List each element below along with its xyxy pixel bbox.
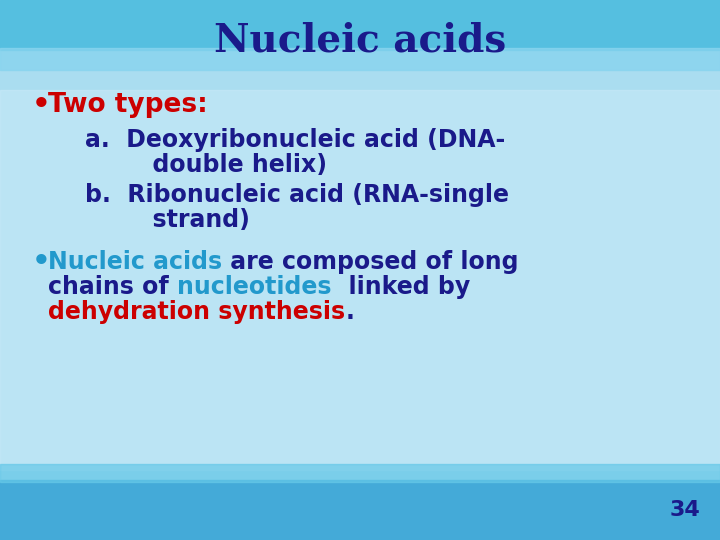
Bar: [0, 0, 720, 50]
Text: double helix): double helix): [103, 153, 327, 177]
Text: a.  Deoxyribonucleic acid (DNA-: a. Deoxyribonucleic acid (DNA-: [85, 128, 505, 152]
Text: Two types:: Two types:: [48, 92, 208, 118]
Text: nucleotides: nucleotides: [177, 275, 331, 299]
Text: .: .: [345, 300, 354, 324]
Bar: [0, 464, 720, 482]
Text: are composed of long: are composed of long: [222, 250, 518, 274]
Bar: [0, 48, 720, 70]
Bar: [0, 90, 720, 470]
Text: chains of: chains of: [48, 275, 177, 299]
Text: linked by: linked by: [331, 275, 469, 299]
Text: strand): strand): [103, 208, 250, 232]
Bar: [0, 480, 720, 540]
Text: Nucleic acids: Nucleic acids: [48, 250, 222, 274]
Text: b.  Ribonucleic acid (RNA-single: b. Ribonucleic acid (RNA-single: [85, 183, 509, 207]
Text: dehydration synthesis: dehydration synthesis: [48, 300, 345, 324]
Text: •: •: [32, 248, 50, 276]
Text: Nucleic acids: Nucleic acids: [214, 21, 506, 59]
Text: 34: 34: [670, 500, 700, 520]
Text: •: •: [32, 91, 50, 119]
